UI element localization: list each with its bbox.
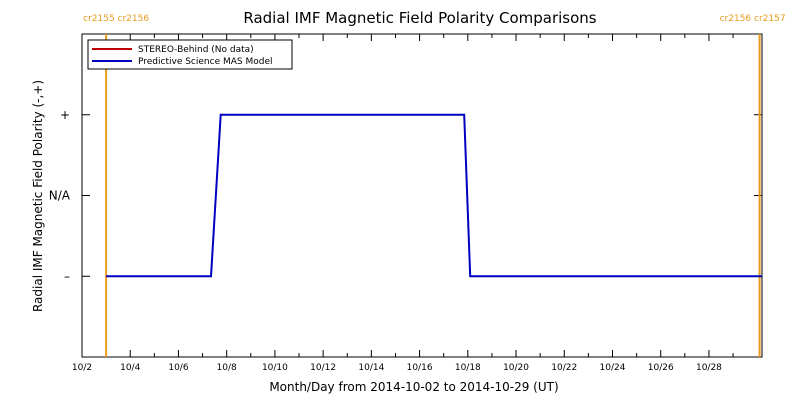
x-tick-label: 10/8 <box>217 363 237 373</box>
x-tick-label: 10/20 <box>503 363 529 373</box>
x-tick-label: 10/10 <box>262 363 288 373</box>
x-tick-label: 10/16 <box>407 363 433 373</box>
x-tick-label: 10/28 <box>696 363 722 373</box>
y-tick-label: + <box>60 108 70 122</box>
carrington-markers: cr2155 cr2156 cr2156 cr2157 <box>83 14 786 357</box>
carrington-marker-label: cr2156 cr2157 <box>720 14 786 24</box>
legend: STEREO-Behind (No data) Predictive Scien… <box>87 39 293 70</box>
y-axis-label: Radial IMF Magnetic Field Polarity (-,+) <box>31 80 45 312</box>
chart-title: Radial IMF Magnetic Field Polarity Compa… <box>243 9 596 27</box>
x-tick-label: 10/18 <box>455 363 481 373</box>
x-tick-label: 10/12 <box>310 363 336 373</box>
x-tick-label: 10/2 <box>72 363 92 373</box>
x-axis-label: Month/Day from 2014-10-02 to 2014-10-29 … <box>269 380 558 394</box>
y-tick-label: N/A <box>49 189 71 203</box>
series-line-mas-model <box>106 113 762 278</box>
legend-entry-mas-model: Predictive Science MAS Model <box>138 57 273 67</box>
y-tick-label: – <box>64 269 70 283</box>
x-tick-label: 10/26 <box>648 363 674 373</box>
y-ticks: + N/A – <box>49 108 762 283</box>
x-tick-label: 10/24 <box>600 363 626 373</box>
legend-entry-stereo-behind: STEREO-Behind (No data) <box>138 45 254 55</box>
x-tick-label: 10/14 <box>358 363 384 373</box>
carrington-marker-label: cr2155 cr2156 <box>83 14 149 24</box>
x-ticks: 10/2 10/4 10/6 10/8 10/10 10/12 10/14 10/16 10/1… <box>72 34 734 373</box>
x-tick-label: 10/4 <box>120 363 140 373</box>
x-tick-label: 10/6 <box>168 363 188 373</box>
plot-frame <box>81 33 763 358</box>
series-layer <box>106 113 762 278</box>
legend-box <box>87 39 293 70</box>
x-tick-label: 10/22 <box>551 363 577 373</box>
